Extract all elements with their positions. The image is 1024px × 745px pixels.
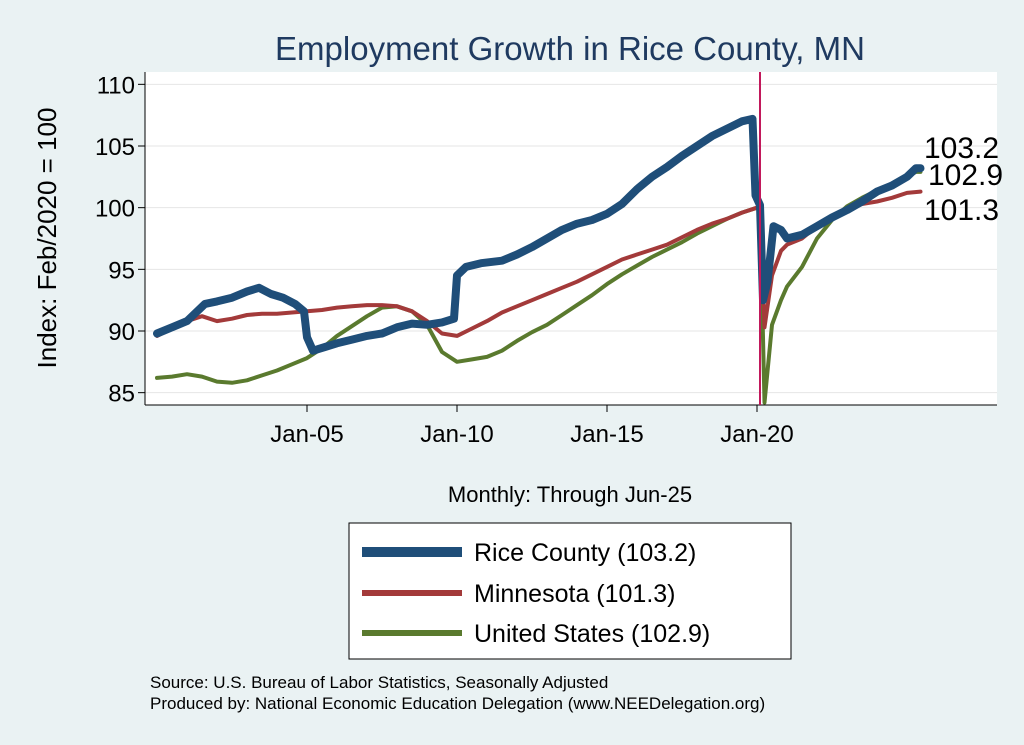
y-axis-label: Index: Feb/2020 = 100 — [32, 108, 62, 369]
y-tick-label-95: 95 — [108, 257, 135, 284]
chart-title: Employment Growth in Rice County, MN — [275, 30, 865, 67]
legend-label-minnesota: Minnesota (101.3) — [474, 580, 676, 608]
series-line-minnesota — [155, 189, 923, 338]
y-tick-label-90: 90 — [108, 319, 135, 346]
x-ticks: Jan-05 Jan-10 Jan-15 Jan-20 — [270, 405, 794, 448]
produced-by-note: Produced by: National Economic Education… — [150, 694, 765, 713]
y-ticks: 85 90 95 100 105 110 — [95, 72, 145, 408]
y-tick-label-85: 85 — [108, 381, 135, 408]
legend-label-rice-county: Rice County (103.2) — [474, 539, 696, 567]
series-layer — [153, 114, 925, 405]
end-label-rice-county: 103.2 — [924, 132, 999, 165]
end-label-united-states: 102.9 — [928, 159, 1003, 192]
y-tick-label-110: 110 — [97, 72, 135, 99]
legend-label-united-states: United States (102.9) — [474, 620, 710, 648]
plot-area — [145, 72, 997, 405]
series-line-rice-county — [153, 114, 925, 355]
x-tick-label-Jan-10: Jan-10 — [420, 421, 493, 448]
x-tick-label-Jan-20: Jan-20 — [720, 421, 793, 448]
source-note: Source: U.S. Bureau of Labor Statistics,… — [150, 673, 608, 692]
end-label-minnesota: 101.3 — [924, 194, 999, 227]
x-axis-label: Monthly: Through Jun-25 — [448, 482, 692, 507]
y-tick-label-105: 105 — [95, 134, 135, 161]
y-tick-label-100: 100 — [95, 196, 135, 223]
x-tick-label-Jan-15: Jan-15 — [570, 421, 643, 448]
legend: Rice County (103.2) Minnesota (101.3) Un… — [348, 522, 792, 660]
series-line-united-states — [155, 169, 923, 405]
x-tick-label-Jan-05: Jan-05 — [270, 421, 343, 448]
gridlines — [145, 83, 997, 394]
